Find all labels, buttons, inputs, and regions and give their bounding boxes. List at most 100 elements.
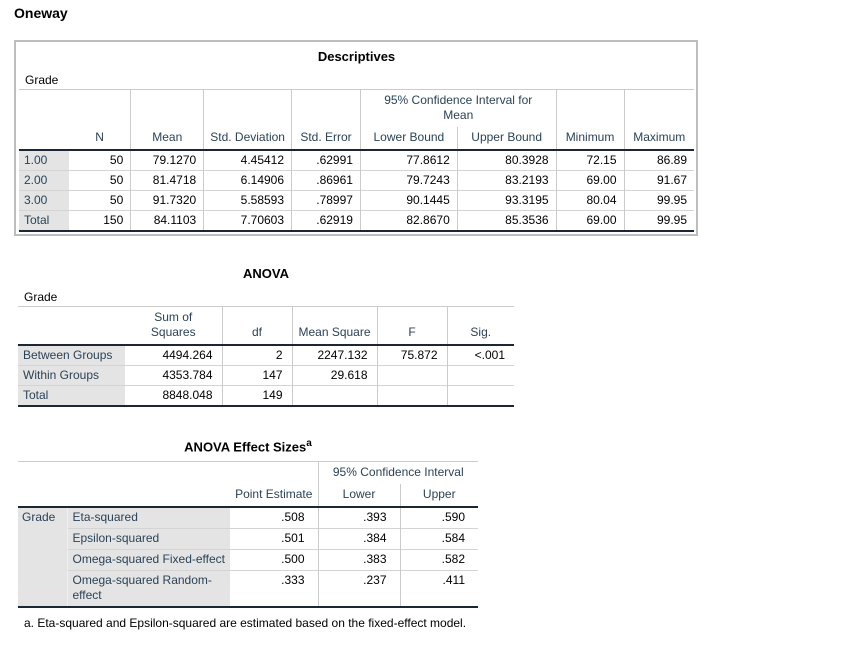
descriptives-title: Descriptives — [317, 49, 396, 64]
row-label: 2.00 — [19, 170, 69, 191]
col-header-mean: Mean — [130, 89, 204, 150]
col-header-std-error: Std. Error — [291, 89, 361, 150]
cell-upper-bound: 85.3536 — [456, 210, 557, 231]
cell-maximum: 99.95 — [623, 210, 694, 231]
cell-std-error: .62919 — [291, 210, 361, 231]
stub-header — [18, 307, 125, 346]
cell-sig — [446, 365, 514, 386]
cell-std-deviation: 4.45412 — [203, 150, 292, 171]
cell-mean: 91.7320 — [130, 190, 204, 211]
cell-minimum: 69.00 — [555, 210, 624, 231]
descriptives-grid: N Mean Std. Deviation Std. Error 95% Con… — [19, 89, 694, 232]
cell-sum-of-squares: 8848.048 — [125, 385, 222, 406]
descriptives-subheader-row: Lower Bound Upper Bound — [19, 127, 694, 150]
cell-f — [376, 365, 447, 386]
cell-mean: 81.4718 — [130, 170, 204, 191]
cell-maximum: 86.89 — [623, 150, 694, 171]
cell-std-deviation: 5.58593 — [203, 190, 292, 211]
cell-mean-square: 29.618 — [291, 365, 377, 386]
cell-mean: 84.1103 — [130, 210, 204, 231]
cell-std-error: .78997 — [291, 190, 361, 211]
table-row: Grade Eta-squared .508 .393 .590 — [18, 507, 478, 608]
cell-lower-bound: 82.8670 — [359, 210, 458, 231]
anova-variable-label: Grade — [24, 290, 58, 304]
col-header-df: df — [221, 306, 292, 345]
table-row: Total 8848.048 149 — [18, 385, 514, 406]
table-row: 3.00 50 91.7320 5.58593 .78997 90.1445 9… — [19, 190, 694, 211]
anova-title: ANOVA — [243, 266, 289, 281]
cell-sig: <.001 — [446, 345, 514, 366]
effect-sizes-table[interactable]: ANOVA Effect Sizesa Point Estimate 95% C… — [18, 438, 478, 631]
row-label: Between Groups — [18, 345, 125, 366]
stub-label: Grade — [18, 507, 67, 608]
col-header-upper: Upper — [399, 484, 478, 508]
stub-header — [18, 462, 67, 508]
cell-sig — [446, 385, 514, 406]
effect-subheader-row: Lower Upper — [18, 484, 478, 508]
cell-n: 50 — [68, 170, 131, 191]
table-row: Between Groups 4494.264 2 2247.132 75.87… — [18, 345, 514, 366]
cell-lower: .393 — [317, 507, 400, 529]
cell-n: 150 — [68, 210, 131, 231]
cell-upper-bound: 93.3195 — [456, 190, 557, 211]
descriptives-variable-label: Grade — [25, 73, 59, 87]
cell-f — [376, 385, 447, 406]
table-row: Total 150 84.1103 7.70603 .62919 82.8670… — [19, 210, 694, 231]
row-label: Omega-squared Fixed-effect — [66, 549, 230, 571]
cell-df: 149 — [221, 385, 292, 406]
cell-upper-bound: 80.3928 — [456, 150, 557, 171]
col-header-mean-square: Mean Square — [291, 306, 377, 345]
cell-std-error: .86961 — [291, 170, 361, 191]
cell-std-error: .62991 — [291, 150, 361, 171]
descriptives-header-row: N Mean Std. Deviation Std. Error 95% Con… — [19, 89, 694, 150]
col-header-maximum: Maximum — [623, 89, 694, 150]
ci-span-header: 95% Confidence Interval for Mean — [359, 89, 557, 127]
table-row: Omega-squared Random-effect .333 .237 .4… — [18, 570, 478, 608]
table-row: Omega-squared Fixed-effect .500 .383 .58… — [18, 549, 478, 571]
descriptives-table[interactable]: Descriptives Grade N Mean Std. Deviation… — [14, 40, 698, 236]
cell-lower-bound: 79.7243 — [359, 170, 458, 191]
cell-df: 2 — [221, 345, 292, 366]
col-header-upper-bound: Upper Bound — [456, 127, 557, 150]
cell-sum-of-squares: 4353.784 — [125, 365, 222, 386]
col-header-lower: Lower — [317, 484, 400, 508]
cell-upper: .582 — [399, 549, 478, 571]
cell-minimum: 69.00 — [555, 170, 624, 191]
row-label: Total — [18, 385, 125, 406]
col-header-sum-of-squares: Sum of Squares — [150, 310, 196, 339]
cell-mean-square — [291, 385, 377, 406]
table-row: 1.00 50 79.1270 4.45412 .62991 77.8612 8… — [19, 150, 694, 171]
col-header-minimum: Minimum — [555, 89, 624, 150]
col-header-f: F — [376, 306, 447, 345]
cell-point-estimate: .333 — [230, 570, 318, 608]
cell-df: 147 — [221, 365, 292, 386]
cell-point-estimate: .500 — [230, 549, 318, 571]
table-row: Within Groups 4353.784 147 29.618 — [18, 365, 514, 386]
cell-point-estimate: .508 — [281, 510, 305, 525]
cell-lower: .237 — [317, 570, 400, 608]
cell-mean-square: 2247.132 — [291, 345, 377, 366]
row-label: 3.00 — [19, 190, 69, 211]
cell-std-deviation: 6.14906 — [203, 170, 292, 191]
col-header-sig: Sig. — [446, 306, 514, 345]
cell-mean: 79.1270 — [130, 150, 204, 171]
stub-header — [19, 90, 69, 151]
cell-lower: .383 — [317, 549, 400, 571]
col-header-point-estimate: Point Estimate — [235, 487, 313, 502]
row-label: Total — [19, 210, 69, 231]
cell-upper: .584 — [399, 528, 478, 550]
anova-table[interactable]: ANOVA Grade Sum of Squares df Mean Squar… — [18, 266, 514, 407]
cell-upper-bound: 83.2193 — [456, 170, 557, 191]
effect-header-row: Point Estimate 95% Confidence Interval — [18, 461, 478, 501]
cell-std-deviation: 7.70603 — [203, 210, 292, 231]
cell-lower-bound: 77.8612 — [359, 150, 458, 171]
cell-lower-bound: 90.1445 — [359, 190, 458, 211]
footnote-marker: a — [306, 438, 312, 449]
row-label: 1.00 — [19, 150, 69, 171]
stub-header — [67, 462, 230, 508]
cell-n: 50 — [109, 153, 124, 167]
cell-upper: .590 — [399, 507, 478, 529]
cell-upper: .411 — [399, 570, 478, 608]
cell-maximum: 99.95 — [623, 190, 694, 211]
